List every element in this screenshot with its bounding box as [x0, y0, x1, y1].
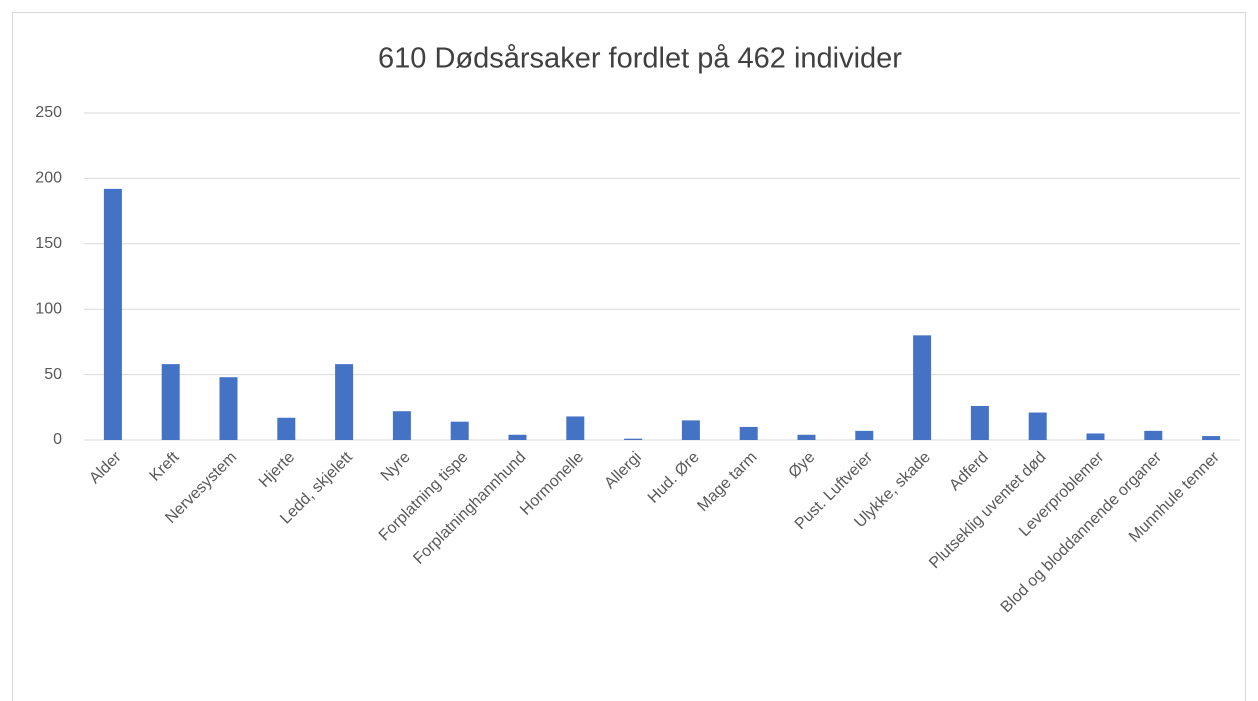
- bar: [219, 377, 238, 440]
- bar: [277, 417, 296, 440]
- bar: [970, 405, 989, 440]
- bar: [335, 364, 354, 440]
- chart-title: 610 Dødsårsaker fordlet på 462 individer: [378, 43, 902, 75]
- bar: [103, 188, 122, 440]
- bar: [566, 416, 585, 440]
- y-tick-label: 250: [35, 104, 62, 121]
- bar: [392, 411, 411, 440]
- bar: [739, 426, 758, 440]
- bar: [1086, 433, 1105, 440]
- bar: [855, 430, 874, 440]
- bar: [1202, 436, 1221, 440]
- y-tick-label: 0: [53, 431, 62, 448]
- bar: [1028, 412, 1047, 440]
- bar: [913, 335, 932, 440]
- bar: [1144, 430, 1163, 440]
- bar: [624, 438, 643, 440]
- y-tick-label: 200: [35, 170, 62, 187]
- y-tick-label: 100: [35, 300, 62, 317]
- bar: [797, 434, 816, 440]
- bar: [450, 421, 469, 440]
- chart-frame: [12, 12, 1246, 701]
- bar: [161, 364, 180, 440]
- y-tick-label: 150: [35, 235, 62, 252]
- y-tick-label: 50: [44, 366, 62, 383]
- bar: [508, 434, 527, 440]
- bar: [681, 420, 700, 440]
